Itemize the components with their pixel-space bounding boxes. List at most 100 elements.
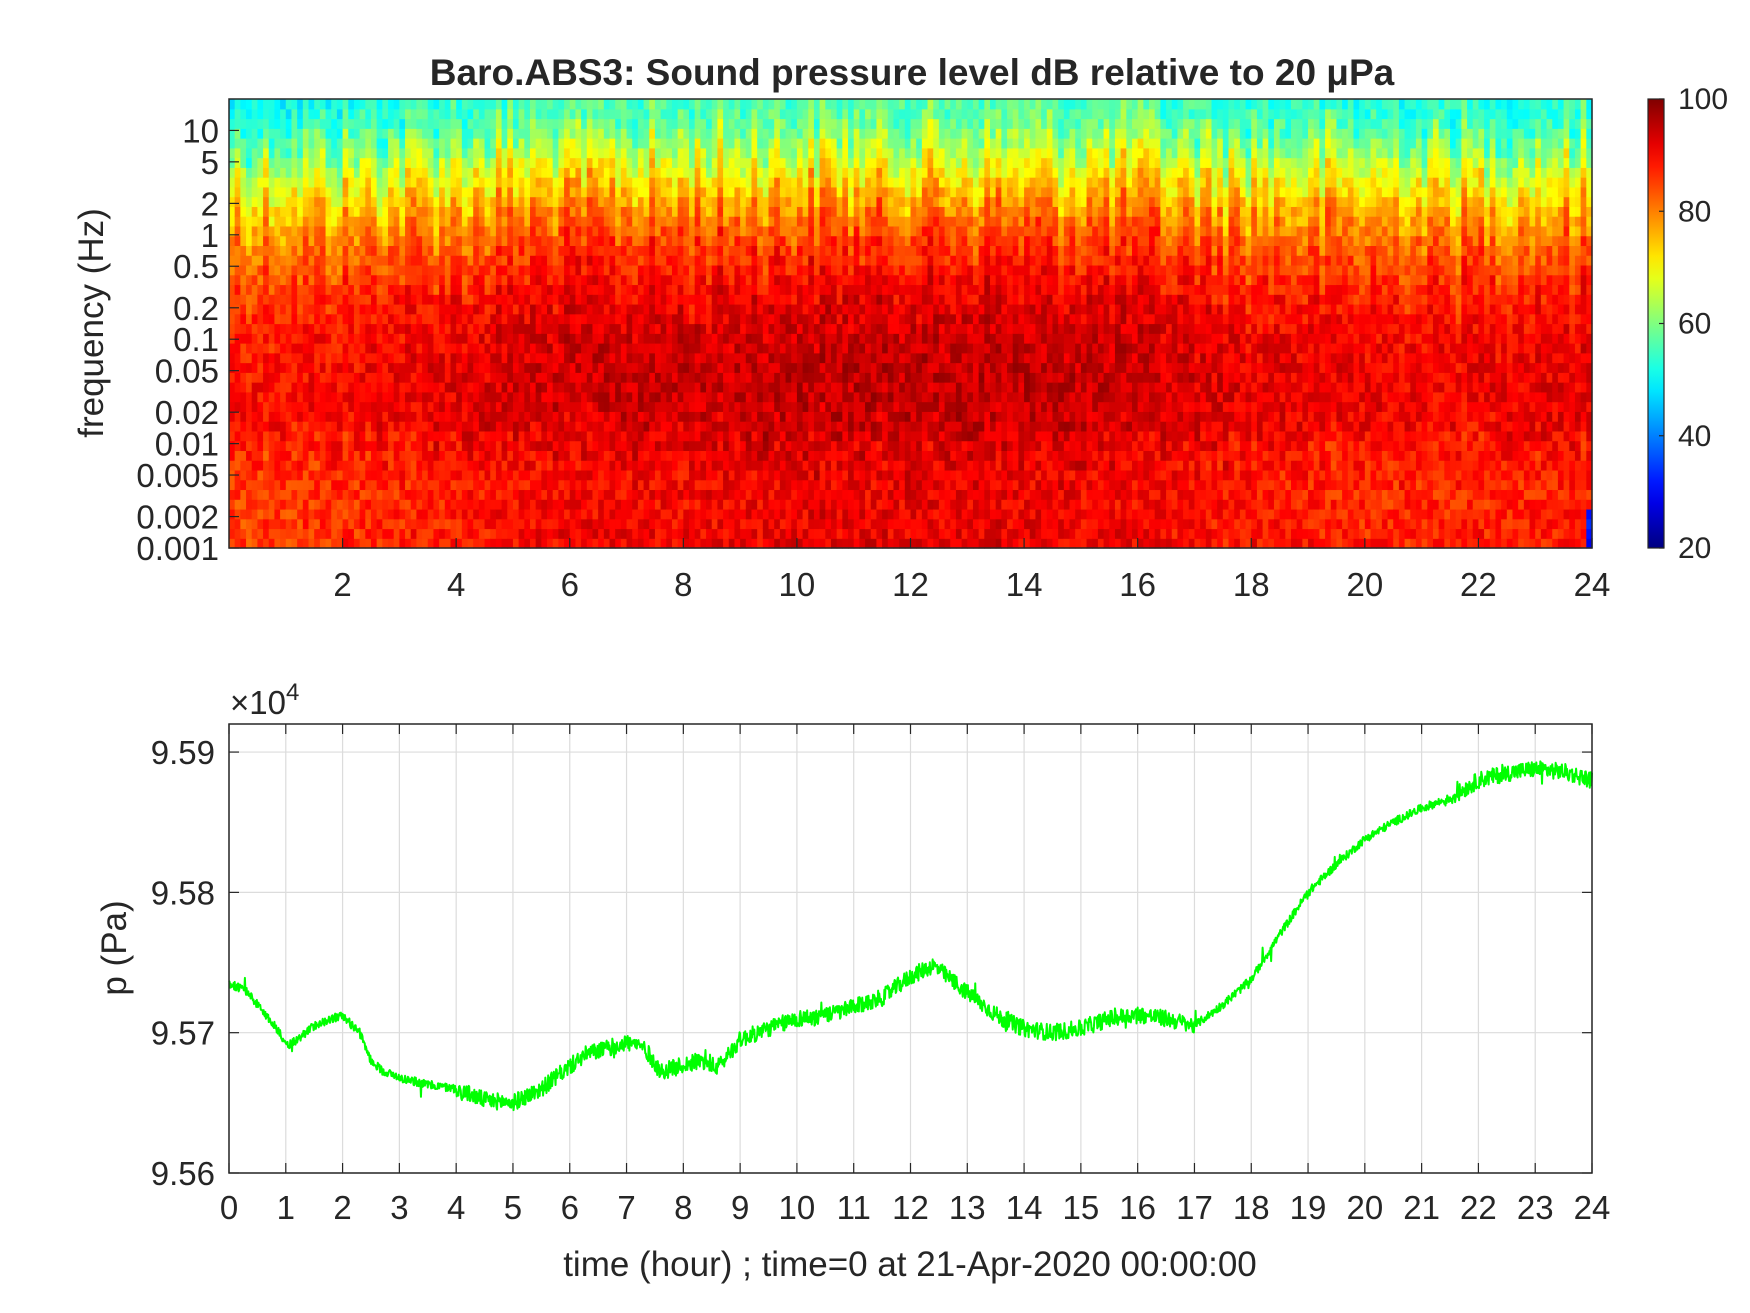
- spectrogram-cell: [819, 294, 826, 305]
- spectrogram-cell: [524, 362, 531, 373]
- spectrogram-cell: [598, 460, 605, 471]
- spectrogram-cell: [632, 206, 639, 217]
- spectrogram-cell: [467, 401, 474, 412]
- spectrogram-cell: [399, 118, 406, 129]
- spectrogram-cell: [689, 460, 696, 471]
- spectrogram-cell: [734, 167, 741, 178]
- spectrogram-cell: [512, 469, 520, 481]
- spectrogram-cell: [234, 440, 241, 451]
- spectrogram-cell: [626, 274, 633, 286]
- spectrogram-cell: [569, 528, 577, 539]
- spectrogram-cell: [564, 499, 571, 510]
- spectrogram-cell: [745, 167, 753, 178]
- spectrogram-cell: [507, 352, 514, 364]
- spectrogram-cell: [229, 138, 236, 149]
- spectrogram-cell: [297, 118, 304, 129]
- spectrogram-cell: [751, 411, 758, 422]
- spectrogram-cell: [444, 206, 452, 217]
- spectrogram-cell: [433, 264, 440, 276]
- spectrogram-cell: [700, 294, 707, 305]
- spectrogram-cell: [637, 294, 645, 305]
- spectrogram-cell: [422, 196, 429, 207]
- spectrogram-cell: [518, 460, 525, 471]
- spectrogram-cell: [280, 225, 287, 237]
- spectrogram-cell: [711, 343, 719, 354]
- spectrogram-cell: [422, 391, 429, 403]
- spectrogram-cell: [689, 479, 696, 491]
- spectrogram-cell: [643, 352, 650, 364]
- spectrogram-cell: [495, 118, 503, 129]
- spectrogram-cell: [575, 538, 582, 549]
- spectrogram-cell: [518, 499, 525, 510]
- spectrogram-cell: [694, 460, 701, 471]
- spectrogram-cell: [649, 450, 656, 461]
- spectrogram-cell: [569, 343, 577, 354]
- spectrogram-cell: [654, 382, 662, 393]
- spectrogram-cell: [535, 538, 542, 549]
- spectrogram-cell: [535, 489, 542, 500]
- spectrogram-cell: [717, 206, 724, 217]
- spectrogram-cell: [728, 264, 736, 276]
- spectrogram-cell: [711, 372, 719, 383]
- spectrogram-cell: [376, 245, 383, 256]
- spectrogram-cell: [581, 382, 588, 393]
- spectrogram-cell: [768, 323, 775, 334]
- spectrogram-cell: [683, 196, 690, 207]
- spectrogram-cell: [234, 294, 241, 305]
- spectrogram-cell: [598, 440, 605, 451]
- spectrogram-cell: [689, 167, 696, 178]
- spectrogram-cell: [581, 177, 588, 188]
- spectrogram-cell: [308, 489, 315, 500]
- spectrogram-cell: [302, 235, 310, 247]
- spectrogram-cell: [308, 245, 315, 256]
- spectrogram-cell: [336, 343, 344, 354]
- spectrogram-cell: [263, 538, 270, 549]
- spectrogram-cell: [706, 138, 713, 149]
- spectrogram-cell: [405, 362, 412, 373]
- spectrogram-cell: [382, 382, 389, 393]
- spectrogram-cell: [762, 450, 770, 461]
- spectrogram-cell: [751, 430, 758, 442]
- spectrogram-cell: [813, 440, 821, 451]
- spectrogram-cell: [541, 147, 548, 159]
- spectrogram-cell: [660, 343, 667, 354]
- spectrogram-cell: [342, 450, 349, 461]
- spectrogram-cell: [501, 118, 508, 129]
- spectrogram-cell: [427, 421, 435, 432]
- spectrogram-cell: [495, 274, 503, 286]
- spectrogram-cell: [774, 264, 781, 276]
- spectrogram-cell: [677, 206, 684, 217]
- spectrogram-cell: [723, 538, 730, 549]
- spectrogram-cell: [694, 245, 701, 256]
- spectrogram-cell: [558, 99, 565, 110]
- spectrogram-cell: [558, 108, 565, 120]
- spectrogram-cell: [353, 343, 361, 354]
- spectrogram-cell: [609, 469, 616, 481]
- spectrogram-cell: [240, 284, 247, 295]
- spectrogram-cell: [388, 333, 395, 344]
- spectrogram-cell: [246, 421, 253, 432]
- spectrogram-cell: [575, 323, 582, 334]
- spectrogram-cell: [791, 528, 798, 539]
- spectrogram-cell: [757, 479, 764, 491]
- spectrogram-cell: [229, 99, 236, 110]
- spectrogram-cell: [734, 411, 741, 422]
- spectrogram-cell: [813, 186, 821, 198]
- spectrogram-cell: [689, 108, 696, 120]
- spectrogram-cell: [700, 118, 707, 129]
- spectrogram-cell: [422, 167, 429, 178]
- spectrogram-cell: [353, 421, 361, 432]
- spectrogram-cell: [263, 99, 270, 110]
- spectrogram-cell: [586, 421, 594, 432]
- spectrogram-cell: [365, 294, 372, 305]
- spectrogram-cell: [802, 235, 809, 247]
- spectrogram-cell: [751, 274, 758, 286]
- spectrogram-cell: [524, 225, 531, 237]
- spectrogram-cell: [297, 147, 304, 159]
- spectrogram-cell: [791, 372, 798, 383]
- spectrogram-cell: [564, 313, 571, 325]
- spectrogram-cell: [302, 264, 310, 276]
- spectrogram-cell: [541, 138, 548, 149]
- spectrogram-cell: [694, 196, 701, 207]
- spectrogram-cell: [456, 177, 463, 188]
